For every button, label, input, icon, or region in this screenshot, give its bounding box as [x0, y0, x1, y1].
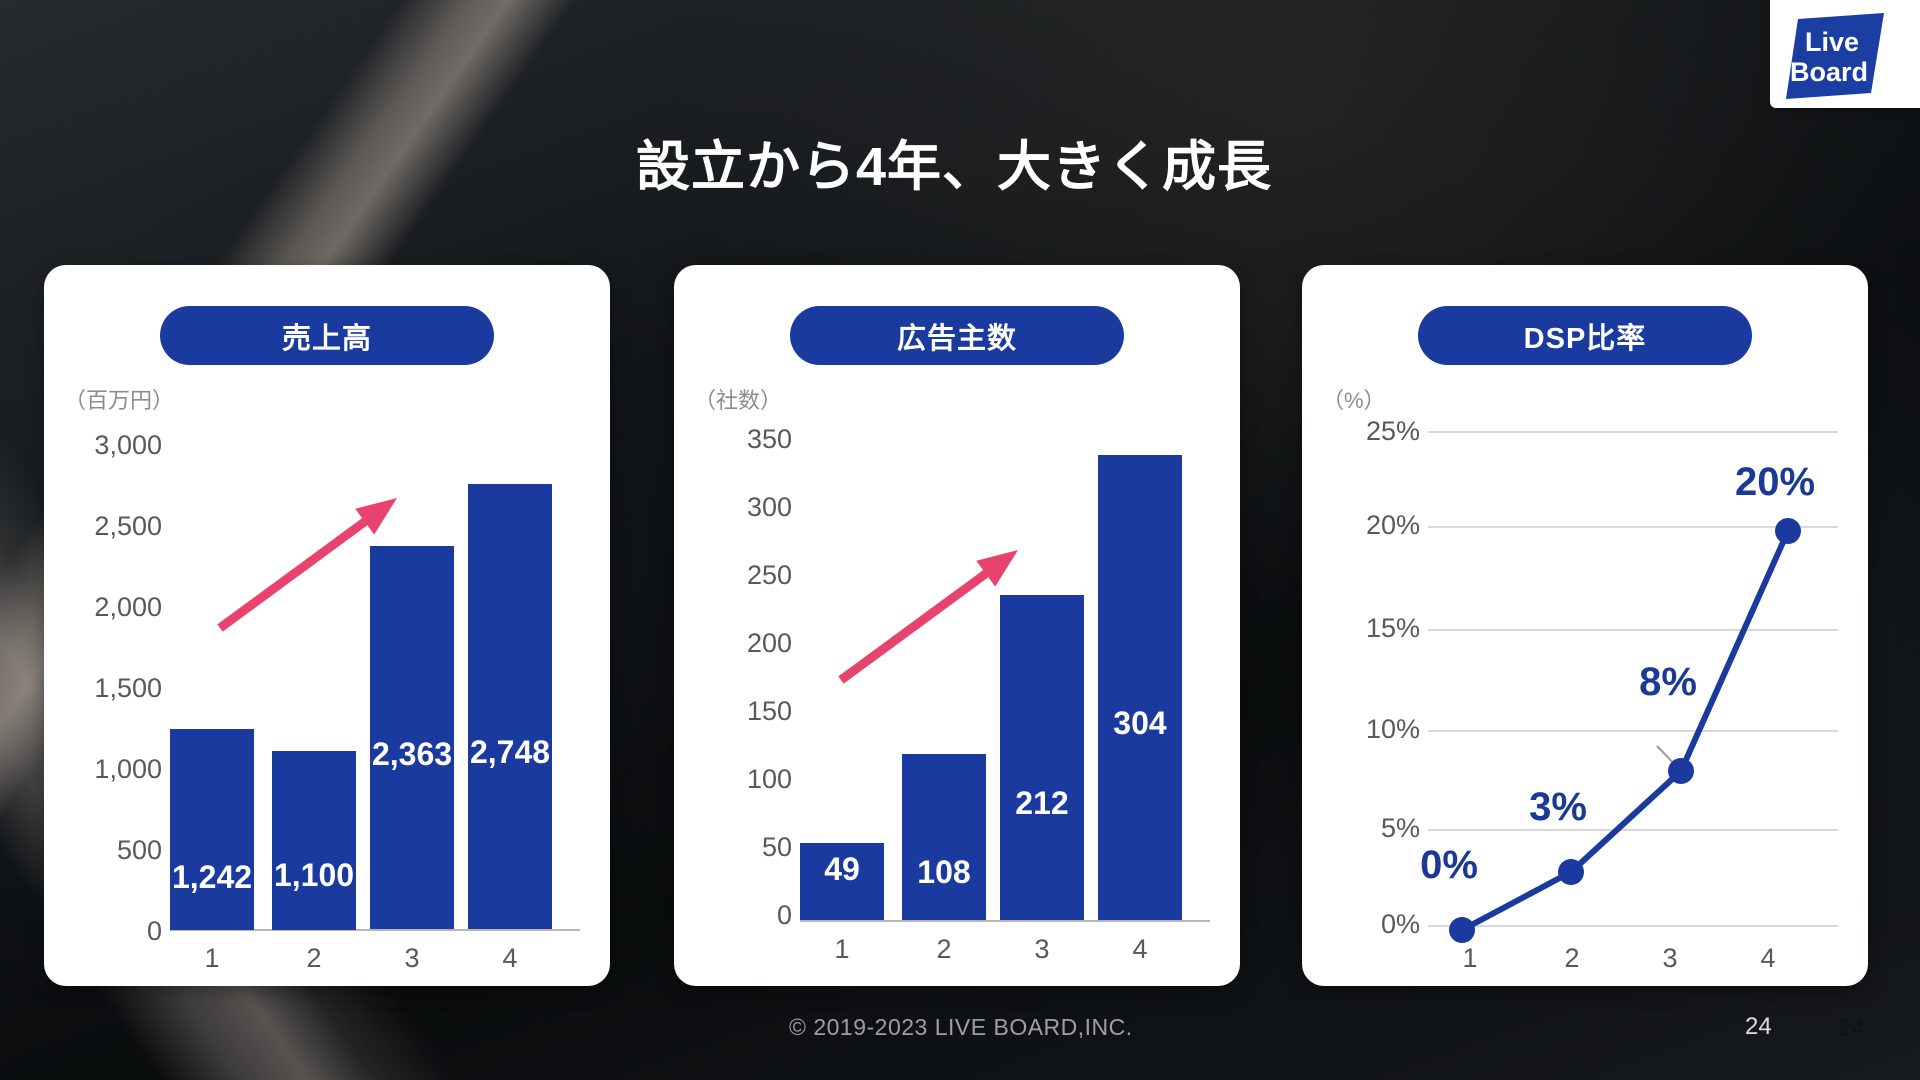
svg-text:Live: Live — [1805, 27, 1859, 57]
svg-text:Board: Board — [1790, 57, 1868, 87]
